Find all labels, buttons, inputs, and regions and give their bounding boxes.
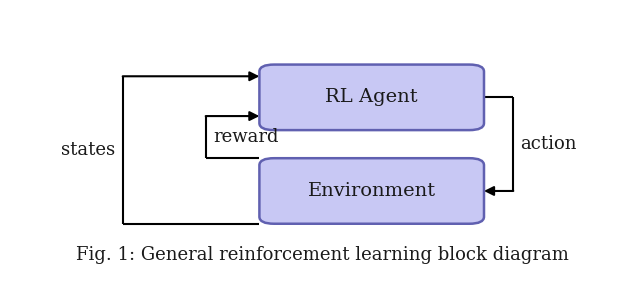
Text: RL Agent: RL Agent [325,88,418,106]
Text: action: action [520,135,577,153]
Text: states: states [61,141,115,159]
Text: reward: reward [213,128,278,146]
Text: Fig. 1: General reinforcement learning block diagram: Fig. 1: General reinforcement learning b… [76,246,570,264]
Text: Environment: Environment [307,182,436,200]
FancyBboxPatch shape [260,64,484,130]
FancyBboxPatch shape [260,158,484,224]
